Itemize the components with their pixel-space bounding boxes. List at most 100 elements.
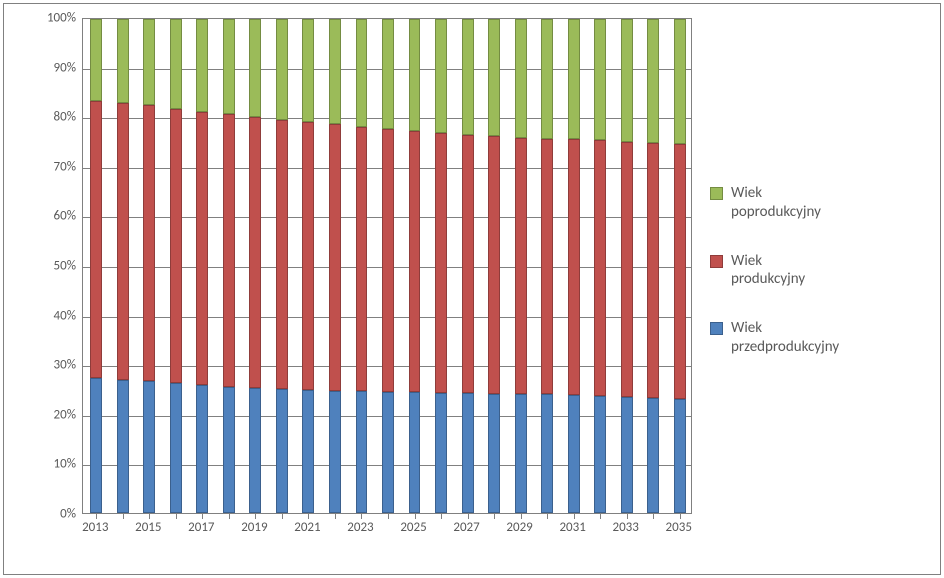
x-tick-label: 2027 (453, 520, 479, 535)
bar-segment-przed (329, 391, 341, 514)
bar-segment-po (329, 19, 341, 124)
bar (515, 19, 527, 513)
bar-segment-prod (276, 120, 288, 389)
legend-swatch (710, 255, 723, 268)
bar-segment-prod (329, 124, 341, 390)
y-tick-label: 40% (32, 308, 76, 323)
bar-segment-prod (462, 135, 474, 393)
bar-segment-przed (196, 385, 208, 513)
bar-segment-prod (249, 117, 261, 388)
bar-segment-przed (647, 398, 659, 513)
bar-segment-po (647, 19, 659, 143)
bar-segment-przed (674, 399, 686, 513)
legend-item: Wiekpoprodukcyjny (710, 184, 910, 222)
bar (249, 19, 261, 513)
bar-segment-po (621, 19, 633, 142)
bar (541, 19, 553, 513)
x-tick-label: 2023 (347, 520, 373, 535)
legend-label: Wiekpoprodukcyjny (731, 184, 821, 222)
bar-segment-przed (515, 394, 527, 513)
bar-segment-prod (541, 139, 553, 395)
y-tick-label: 30% (32, 358, 76, 373)
bar-segment-po (196, 19, 208, 112)
x-tick-label: 2033 (613, 520, 639, 535)
bar-segment-po (435, 19, 447, 133)
x-tick-label: 2031 (559, 520, 585, 535)
bar-segment-prod (515, 138, 527, 395)
bar-segment-przed (621, 397, 633, 513)
legend-label: Wiekprodukcyjny (731, 252, 805, 290)
bar-segment-prod (488, 136, 500, 394)
bar (647, 19, 659, 513)
bar-segment-po (568, 19, 580, 139)
bar-segment-przed (117, 380, 129, 513)
y-tick-label: 80% (32, 110, 76, 125)
bar-segment-po (462, 19, 474, 135)
x-tick-label: 2029 (506, 520, 532, 535)
bars-layer (83, 19, 691, 513)
legend-label: Wiekprzedprodukcyjny (731, 319, 839, 357)
bar-segment-po (382, 19, 394, 129)
bar (382, 19, 394, 513)
bar (302, 19, 314, 513)
bar-segment-po (170, 19, 182, 109)
bar-segment-po (302, 19, 314, 122)
plot-container: 0%10%20%30%40%50%60%70%80%90%100% 201320… (32, 18, 692, 538)
bar-segment-po (356, 19, 368, 127)
bar-segment-po (594, 19, 606, 140)
bar-segment-po (276, 19, 288, 120)
bar-segment-prod (90, 101, 102, 379)
bar-segment-prod (143, 105, 155, 381)
y-tick-label: 10% (32, 457, 76, 472)
bar-segment-prod (674, 144, 686, 399)
legend-item: Wiekprodukcyjny (710, 252, 910, 290)
bar-segment-prod (356, 127, 368, 391)
bar (170, 19, 182, 513)
bar (594, 19, 606, 513)
bar (329, 19, 341, 513)
bar-segment-po (409, 19, 421, 131)
bar (196, 19, 208, 513)
bar-segment-prod (223, 114, 235, 386)
bar-segment-po (249, 19, 261, 117)
bar-segment-przed (276, 389, 288, 513)
x-tick-label: 2015 (135, 520, 161, 535)
bar-segment-prod (196, 112, 208, 384)
bar-segment-przed (409, 392, 421, 513)
bar-segment-przed (223, 387, 235, 513)
x-tick-label: 2025 (400, 520, 426, 535)
x-tick-label: 2021 (294, 520, 320, 535)
bar-segment-przed (488, 394, 500, 513)
x-axis-labels: 2013201520172019202120232025202720292031… (82, 518, 692, 538)
legend-item: Wiekprzedprodukcyjny (710, 319, 910, 357)
bar-segment-prod (647, 143, 659, 398)
x-tick-label: 2035 (666, 520, 692, 535)
bar-segment-przed (462, 393, 474, 513)
legend-swatch (710, 322, 723, 335)
bar-segment-po (541, 19, 553, 139)
bar-segment-po (117, 19, 129, 103)
bar (488, 19, 500, 513)
bar-segment-przed (382, 392, 394, 513)
bar-segment-przed (90, 378, 102, 513)
bar-segment-przed (249, 388, 261, 513)
bar (435, 19, 447, 513)
y-tick-label: 90% (32, 60, 76, 75)
bar-segment-przed (302, 390, 314, 514)
y-tick-label: 70% (32, 159, 76, 174)
bar-segment-po (143, 19, 155, 105)
bar (409, 19, 421, 513)
bar-segment-prod (594, 140, 606, 396)
bar (143, 19, 155, 513)
x-tick-label: 2019 (241, 520, 267, 535)
bar (223, 19, 235, 513)
bar (568, 19, 580, 513)
chart-frame: 0%10%20%30%40%50%60%70%80%90%100% 201320… (3, 3, 941, 575)
bar-segment-przed (435, 393, 447, 513)
bar (117, 19, 129, 513)
bar (356, 19, 368, 513)
bar-segment-prod (117, 103, 129, 380)
y-tick-label: 100% (32, 11, 76, 26)
plot-area (82, 18, 692, 514)
bar-segment-prod (170, 109, 182, 383)
